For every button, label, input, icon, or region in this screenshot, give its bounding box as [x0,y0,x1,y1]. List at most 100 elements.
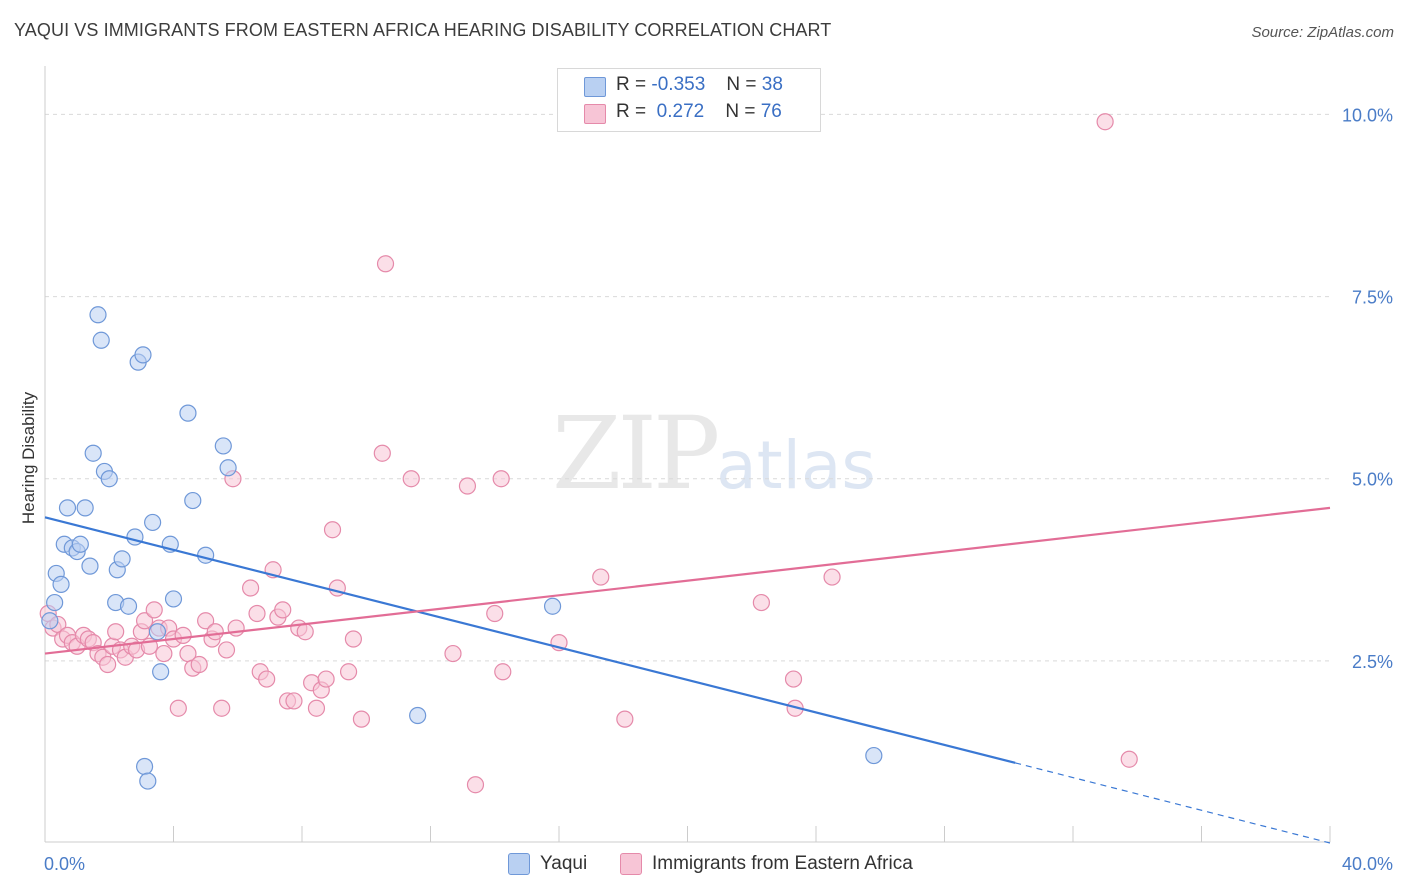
data-point-immigrants [1096,113,1114,131]
y-tick-labels: 2.5% 5.0% 7.5% 10.0% [1342,105,1393,671]
data-point-immigrants [258,670,276,688]
trend-line-yaqui-extension [1015,762,1331,844]
data-point-yaqui [139,772,157,790]
data-point-yaqui [119,597,138,615]
data-point-immigrants [227,619,245,637]
data-point-immigrants [107,623,125,641]
data-point-immigrants [190,655,208,674]
data-point-yaqui [164,590,183,608]
data-point-immigrants [135,612,154,630]
data-point-immigrants [444,644,462,663]
data-point-immigrants [217,641,236,659]
data-point-yaqui [152,663,170,681]
legend-n-value: 38 [761,74,783,95]
data-point-yaqui [219,459,237,477]
data-point-yaqui [71,535,89,553]
data-point-immigrants [242,579,260,597]
data-point-immigrants [752,593,770,612]
trend-line-immigrants [44,506,1331,655]
legend-swatch-yaqui [508,853,530,875]
legend-r-value: -0.353 [651,74,706,95]
data-point-yaqui [81,557,99,575]
data-point-immigrants [373,444,391,462]
data-point-yaqui [409,706,427,725]
data-point-immigrants [145,601,163,619]
legend-label-immigrants: Immigrants from Eastern Africa [652,853,913,874]
data-point-yaqui [543,597,562,615]
series-legend: Yaqui Immigrants from Eastern Africa [0,851,1406,879]
data-point-immigrants [492,470,510,488]
legend-swatch-immigrants [620,853,642,875]
legend-n-label: N = [726,74,757,95]
grid-lines [45,113,1330,662]
data-point-yaqui [76,499,94,517]
series-yaqui-points [41,306,883,790]
chart-source: Source: ZipAtlas.com [1251,24,1394,41]
series-immigrants-points [39,113,1138,794]
y-axis-label: Hearing Disability [19,391,38,524]
y-tick-label: 7.5% [1352,288,1393,308]
data-point-immigrants [307,699,326,717]
x-tick-labels: 0.0% 40.0% [44,854,1393,874]
data-point-immigrants [592,568,610,586]
data-point-immigrants [784,670,803,688]
legend-n-value: 76 [760,101,782,122]
data-point-immigrants [1120,750,1138,768]
data-point-immigrants [317,670,335,688]
data-point-yaqui [92,331,110,349]
data-point-immigrants [494,663,512,681]
data-point-immigrants [339,663,358,681]
trend-line-yaqui [44,516,1016,764]
data-point-yaqui [84,444,102,462]
data-point-yaqui [113,550,131,568]
data-point-immigrants [248,604,266,623]
legend-r-value: 0.272 [651,101,705,122]
data-point-yaqui [46,593,64,612]
data-point-immigrants [174,626,192,644]
data-point-immigrants [274,601,292,619]
data-point-immigrants [323,521,342,539]
legend-r-label: R = [616,101,647,122]
y-tick-label: 2.5% [1352,652,1393,672]
data-point-yaqui [52,575,70,593]
chart-title: YAQUI VS IMMIGRANTS FROM EASTERN AFRICA … [14,20,832,40]
data-point-yaqui [89,306,107,324]
trend-lines [44,506,1331,844]
data-point-immigrants [344,630,362,648]
data-point-yaqui [134,346,152,364]
correlation-legend: R = -0.353 N = 38 R = 0.272 N = 76 [557,68,821,132]
x-tick-label: 40.0% [1342,854,1393,874]
legend-swatch-yaqui [584,77,606,97]
data-point-yaqui [144,513,162,532]
legend-item-yaqui: Yaqui [508,853,587,875]
data-point-immigrants [486,604,504,623]
data-point-immigrants [616,710,634,728]
data-point-yaqui [100,470,118,488]
data-point-immigrants [197,612,215,630]
x-tick-label: 0.0% [44,854,85,874]
data-point-immigrants [376,255,395,273]
data-point-immigrants [823,568,841,586]
axes [44,66,1331,843]
data-point-immigrants [285,692,303,710]
data-point-yaqui [135,757,154,776]
data-point-immigrants [352,710,371,728]
data-point-immigrants [155,644,173,663]
legend-swatch-immigrants [584,104,606,124]
data-point-immigrants [213,699,231,717]
data-point-yaqui [148,623,167,641]
data-point-yaqui [197,546,215,564]
legend-r-label: R = [616,74,647,95]
data-point-yaqui [179,404,197,422]
data-point-immigrants [169,699,187,717]
data-point-yaqui [58,499,77,517]
data-point-immigrants [466,776,485,794]
data-point-yaqui [865,746,883,765]
data-point-yaqui [41,612,59,630]
data-point-immigrants [296,623,314,641]
data-point-yaqui [184,491,202,510]
y-tick-label: 5.0% [1352,470,1393,490]
data-point-immigrants [402,470,420,488]
data-point-yaqui [214,437,232,455]
